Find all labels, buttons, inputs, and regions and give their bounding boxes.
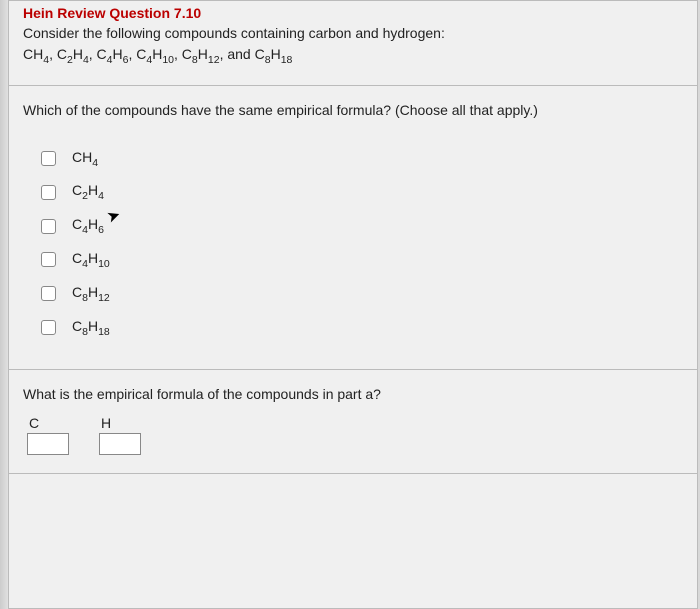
element-c-input[interactable] xyxy=(27,433,69,455)
intro-line: Consider the following compounds contain… xyxy=(23,25,445,41)
question-number: Hein Review Question 7.10 xyxy=(23,5,683,21)
option-c8h18[interactable]: C8H18 xyxy=(41,318,683,338)
element-h-group: H xyxy=(99,415,141,455)
option-label: C4H6 xyxy=(72,216,104,236)
element-h-input[interactable] xyxy=(99,433,141,455)
checkbox-icon[interactable] xyxy=(41,219,56,234)
part-b: What is the empirical formula of the com… xyxy=(9,370,697,474)
question-page: Hein Review Question 7.10 Consider the f… xyxy=(8,0,698,609)
part-a-question: Which of the compounds have the same emp… xyxy=(23,100,683,121)
page-left-edge xyxy=(0,0,8,609)
checkbox-icon[interactable] xyxy=(41,320,56,335)
part-a-options: CH4 C2H4 C4H6 C4H10 C8H12 C8H18 xyxy=(23,149,683,338)
element-h-label: H xyxy=(99,415,111,431)
option-label: C8H18 xyxy=(72,318,110,338)
intro-text: Consider the following compounds contain… xyxy=(23,23,683,69)
option-c2h4[interactable]: C2H4 xyxy=(41,182,683,202)
option-c4h6[interactable]: C4H6 xyxy=(41,216,683,236)
option-label: C4H10 xyxy=(72,250,110,270)
option-label: C8H12 xyxy=(72,284,110,304)
part-b-question: What is the empirical formula of the com… xyxy=(23,384,683,405)
option-c4h10[interactable]: C4H10 xyxy=(41,250,683,270)
element-c-label: C xyxy=(27,415,39,431)
compound-list: CH4, C2H4, C4H6, C4H10, C8H12, and C8H18 xyxy=(23,46,292,62)
option-ch4[interactable]: CH4 xyxy=(41,149,683,169)
checkbox-icon[interactable] xyxy=(41,185,56,200)
checkbox-icon[interactable] xyxy=(41,151,56,166)
part-a: Which of the compounds have the same emp… xyxy=(9,86,697,371)
option-label: CH4 xyxy=(72,149,98,169)
checkbox-icon[interactable] xyxy=(41,252,56,267)
option-label: C2H4 xyxy=(72,182,104,202)
option-c8h12[interactable]: C8H12 xyxy=(41,284,683,304)
empirical-formula-inputs: C H xyxy=(23,415,683,455)
question-header: Hein Review Question 7.10 Consider the f… xyxy=(9,1,697,86)
element-c-group: C xyxy=(27,415,69,455)
checkbox-icon[interactable] xyxy=(41,286,56,301)
